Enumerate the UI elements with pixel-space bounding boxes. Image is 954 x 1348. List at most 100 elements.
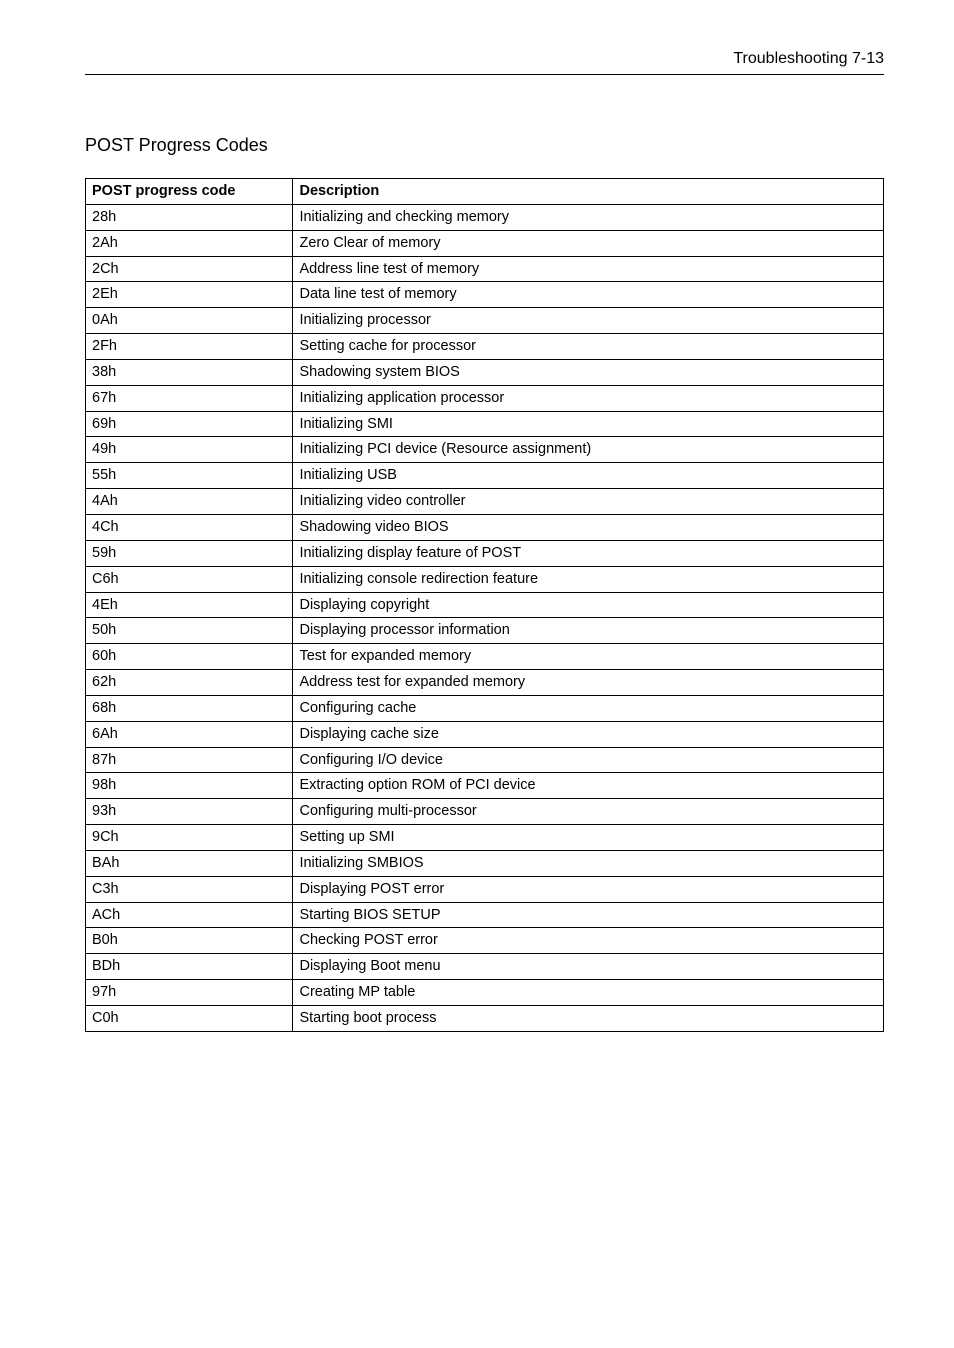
table-row: 38hShadowing system BIOS [86, 359, 884, 385]
table-row: 4AhInitializing video controller [86, 489, 884, 515]
table-row: 98hExtracting option ROM of PCI device [86, 773, 884, 799]
desc-cell: Starting BIOS SETUP [293, 902, 884, 928]
section-title: POST Progress Codes [85, 135, 884, 156]
code-cell: BDh [86, 954, 293, 980]
table-row: 2EhData line test of memory [86, 282, 884, 308]
table-header-desc: Description [293, 179, 884, 205]
desc-cell: Extracting option ROM of PCI device [293, 773, 884, 799]
code-cell: 97h [86, 980, 293, 1006]
code-cell: C6h [86, 566, 293, 592]
desc-cell: Test for expanded memory [293, 644, 884, 670]
code-cell: 98h [86, 773, 293, 799]
code-cell: 60h [86, 644, 293, 670]
desc-cell: Shadowing system BIOS [293, 359, 884, 385]
desc-cell: Displaying Boot menu [293, 954, 884, 980]
code-cell: 2Ah [86, 230, 293, 256]
table-row: 2FhSetting cache for processor [86, 334, 884, 360]
desc-cell: Address line test of memory [293, 256, 884, 282]
table-row: BAhInitializing SMBIOS [86, 850, 884, 876]
table-row: 55hInitializing USB [86, 463, 884, 489]
running-header: Troubleshooting 7-13 [85, 50, 884, 68]
table-row: 28hInitializing and checking memory [86, 204, 884, 230]
code-cell: 55h [86, 463, 293, 489]
desc-cell: Initializing and checking memory [293, 204, 884, 230]
table-row: 49hInitializing PCI device (Resource ass… [86, 437, 884, 463]
code-cell: BAh [86, 850, 293, 876]
code-cell: 67h [86, 385, 293, 411]
table-row: BDhDisplaying Boot menu [86, 954, 884, 980]
code-cell: 4Ah [86, 489, 293, 515]
desc-cell: Initializing processor [293, 308, 884, 334]
desc-cell: Data line test of memory [293, 282, 884, 308]
table-row: 4ChShadowing video BIOS [86, 514, 884, 540]
table-row: 9ChSetting up SMI [86, 825, 884, 851]
table-row: 69hInitializing SMI [86, 411, 884, 437]
table-row: AChStarting BIOS SETUP [86, 902, 884, 928]
table-row: 87hConfiguring I/O device [86, 747, 884, 773]
table-body: 28hInitializing and checking memory 2AhZ… [86, 204, 884, 1031]
desc-cell: Displaying copyright [293, 592, 884, 618]
page: Troubleshooting 7-13 POST Progress Codes… [0, 0, 954, 1348]
table-row: 60hTest for expanded memory [86, 644, 884, 670]
code-cell: 2Eh [86, 282, 293, 308]
code-cell: B0h [86, 928, 293, 954]
desc-cell: Zero Clear of memory [293, 230, 884, 256]
code-cell: 2Ch [86, 256, 293, 282]
desc-cell: Shadowing video BIOS [293, 514, 884, 540]
code-cell: C3h [86, 876, 293, 902]
code-cell: 9Ch [86, 825, 293, 851]
code-cell: 0Ah [86, 308, 293, 334]
code-cell: 49h [86, 437, 293, 463]
desc-cell: Initializing display feature of POST [293, 540, 884, 566]
table-header-row: POST progress code Description [86, 179, 884, 205]
table-row: 50hDisplaying processor information [86, 618, 884, 644]
desc-cell: Configuring I/O device [293, 747, 884, 773]
table-row: 0AhInitializing processor [86, 308, 884, 334]
code-cell: 87h [86, 747, 293, 773]
header-rule: Troubleshooting 7-13 [85, 50, 884, 75]
code-cell: 4Ch [86, 514, 293, 540]
desc-cell: Displaying processor information [293, 618, 884, 644]
table-row: 6AhDisplaying cache size [86, 721, 884, 747]
table-row: 68hConfiguring cache [86, 695, 884, 721]
table-row: 67hInitializing application processor [86, 385, 884, 411]
desc-cell: Setting cache for processor [293, 334, 884, 360]
desc-cell: Initializing console redirection feature [293, 566, 884, 592]
desc-cell: Address test for expanded memory [293, 670, 884, 696]
desc-cell: Initializing video controller [293, 489, 884, 515]
table-row: 59hInitializing display feature of POST [86, 540, 884, 566]
desc-cell: Initializing SMBIOS [293, 850, 884, 876]
table-row: C0hStarting boot process [86, 1006, 884, 1032]
table-row: 2ChAddress line test of memory [86, 256, 884, 282]
code-cell: 38h [86, 359, 293, 385]
code-cell: C0h [86, 1006, 293, 1032]
table-row: 97hCreating MP table [86, 980, 884, 1006]
desc-cell: Initializing SMI [293, 411, 884, 437]
desc-cell: Initializing application processor [293, 385, 884, 411]
code-cell: 6Ah [86, 721, 293, 747]
desc-cell: Configuring multi-processor [293, 799, 884, 825]
table-row: 93hConfiguring multi-processor [86, 799, 884, 825]
desc-cell: Setting up SMI [293, 825, 884, 851]
code-cell: 50h [86, 618, 293, 644]
code-cell: ACh [86, 902, 293, 928]
code-cell: 4Eh [86, 592, 293, 618]
desc-cell: Checking POST error [293, 928, 884, 954]
table-row: B0hChecking POST error [86, 928, 884, 954]
table-row: 62hAddress test for expanded memory [86, 670, 884, 696]
code-cell: 69h [86, 411, 293, 437]
desc-cell: Initializing USB [293, 463, 884, 489]
desc-cell: Initializing PCI device (Resource assign… [293, 437, 884, 463]
post-progress-table: POST progress code Description 28hInitia… [85, 178, 884, 1032]
desc-cell: Displaying POST error [293, 876, 884, 902]
desc-cell: Starting boot process [293, 1006, 884, 1032]
code-cell: 62h [86, 670, 293, 696]
desc-cell: Displaying cache size [293, 721, 884, 747]
code-cell: 2Fh [86, 334, 293, 360]
code-cell: 93h [86, 799, 293, 825]
table-row: C6hInitializing console redirection feat… [86, 566, 884, 592]
table-row: C3hDisplaying POST error [86, 876, 884, 902]
table-header-code: POST progress code [86, 179, 293, 205]
table-row: 2AhZero Clear of memory [86, 230, 884, 256]
code-cell: 59h [86, 540, 293, 566]
